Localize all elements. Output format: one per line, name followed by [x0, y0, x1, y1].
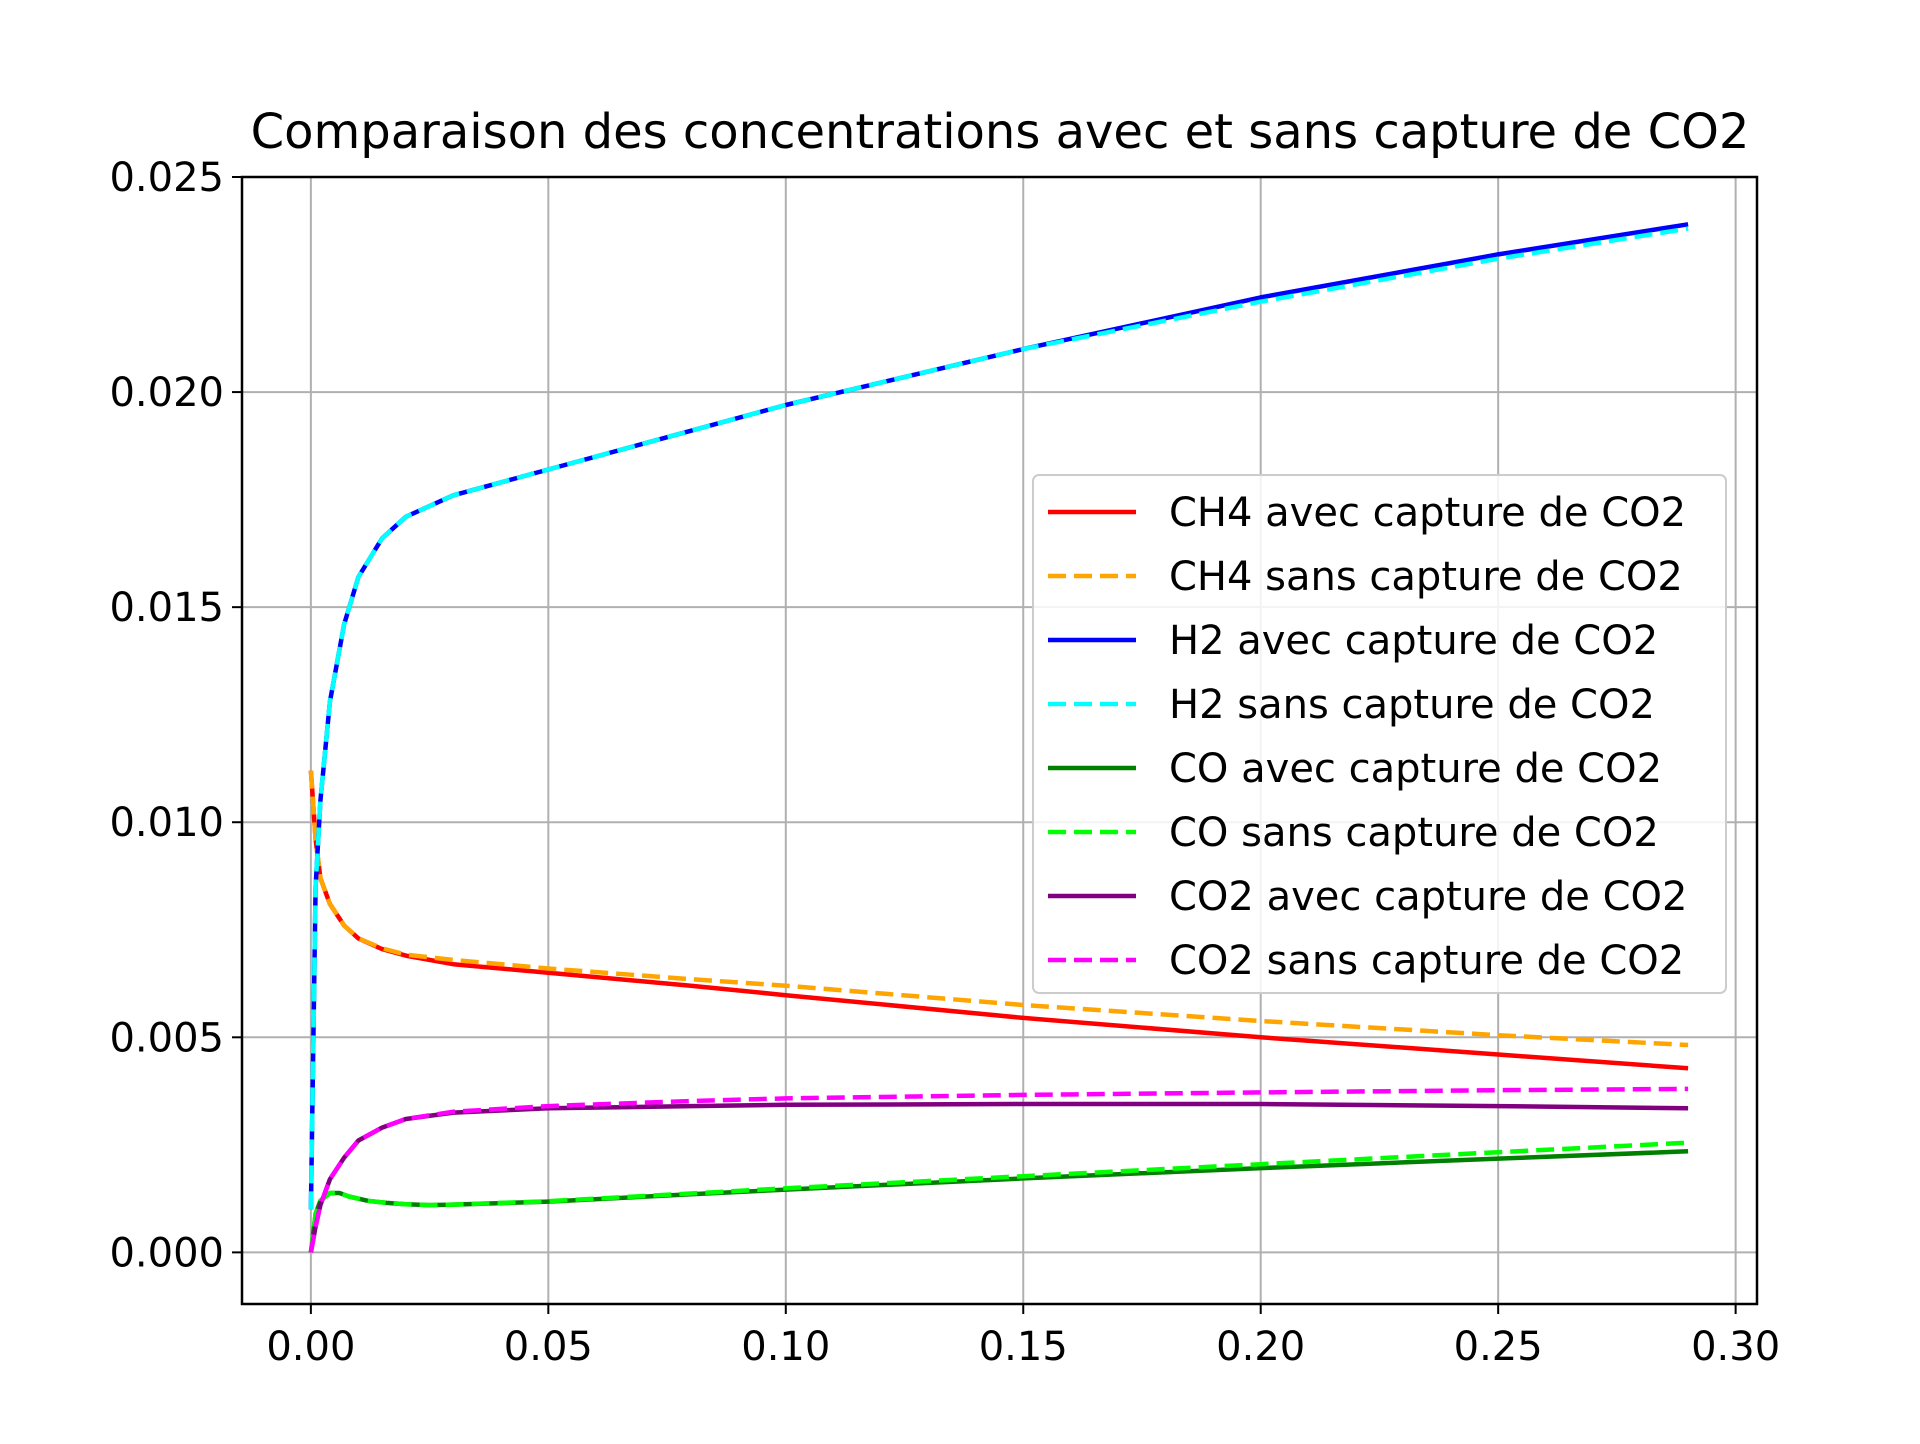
x-tick-label: 0.15: [979, 1324, 1068, 1370]
legend-label: H2 avec capture de CO2: [1169, 618, 1658, 664]
series-lines: [308, 222, 1689, 1253]
x-tick-label: 0.10: [741, 1324, 830, 1370]
x-tick-label: 0.25: [1454, 1324, 1543, 1370]
y-tick-label: 0.015: [109, 585, 224, 631]
legend-label: CO sans capture de CO2: [1169, 810, 1659, 856]
series-line-8: [308, 1086, 1689, 1253]
series-line-4: [308, 226, 1689, 1210]
legend-label: CO2 avec capture de CO2: [1169, 874, 1687, 920]
legend-label: H2 sans capture de CO2: [1169, 682, 1655, 728]
series-line-6: [308, 1140, 1689, 1253]
chart-title: Comparaison des concentrations avec et s…: [251, 104, 1750, 160]
y-tick-label: 0.005: [109, 1015, 224, 1061]
x-tick-label: 0.30: [1691, 1324, 1780, 1370]
axis-ticks: 0.00 0.05 0.10 0.15 0.20 0.25 0.30 0.000 0.005 0.…: [109, 155, 1780, 1370]
series-line-2: [308, 770, 1689, 1048]
x-tick-label: 0.05: [504, 1324, 593, 1370]
x-tick-label: 0.20: [1216, 1324, 1305, 1370]
plot-frame: [240, 175, 1759, 1306]
legend-box: [1032, 474, 1727, 994]
legend-label: CO2 sans capture de CO2: [1169, 938, 1684, 984]
legend-label: CH4 sans capture de CO2: [1169, 554, 1683, 600]
y-tick-label: 0.020: [109, 370, 224, 416]
y-tick-label: 0.025: [109, 155, 224, 201]
legend: CH4 avec capture de CO2 CH4 sans capture …: [1032, 474, 1727, 994]
x-tick-label: 0.00: [266, 1324, 355, 1370]
legend-label: CO avec capture de CO2: [1169, 746, 1662, 792]
legend-label: CH4 avec capture de CO2: [1169, 490, 1686, 536]
y-tick-label: 0.000: [109, 1230, 224, 1276]
y-tick-label: 0.010: [109, 800, 224, 846]
